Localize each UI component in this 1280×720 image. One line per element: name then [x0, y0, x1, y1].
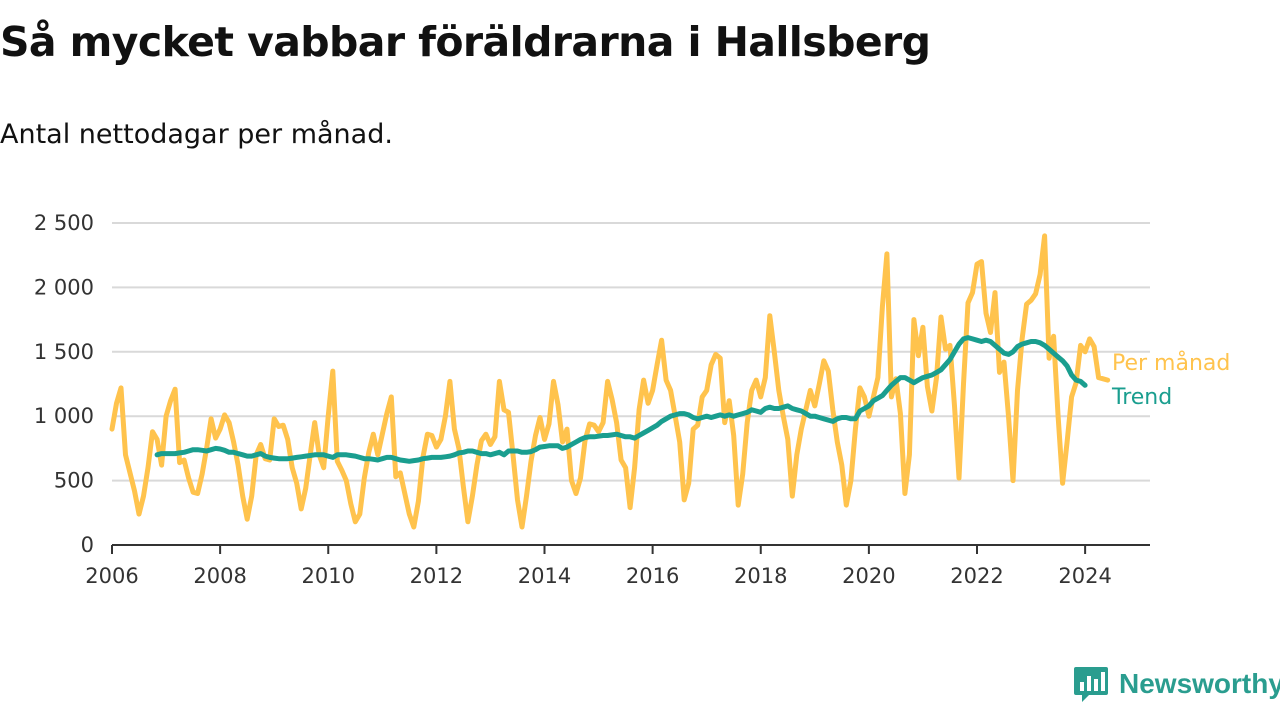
series-lines	[109, 233, 1111, 530]
y-tick-label: 1 000	[34, 404, 94, 428]
chart-subtitle: Antal nettodagar per månad.	[0, 119, 393, 150]
x-tick-label: 2018	[734, 564, 787, 588]
x-tick-label: 2020	[842, 564, 895, 588]
x-tick-label: 2024	[1058, 564, 1111, 588]
y-tick-label: 500	[54, 469, 94, 493]
y-tick-label: 1 500	[34, 340, 94, 364]
gridlines	[112, 222, 1150, 482]
y-tick-label: 2 000	[34, 275, 94, 299]
x-tick-label: 2012	[410, 564, 463, 588]
brand-name: Newsworthy	[1119, 668, 1280, 699]
x-tick-label: 2006	[85, 564, 138, 588]
series-line-per-manad	[109, 233, 1111, 530]
x-tick-label: 2010	[302, 564, 355, 588]
x-tick-label: 2014	[518, 564, 571, 588]
y-tick-label: 2 500	[34, 211, 94, 235]
y-tick-label: 0	[81, 533, 94, 557]
series-label: Per månad	[1112, 350, 1230, 376]
x-axis: 2006 2008 2010 2012 2014 2016 2018 2020 2022 2024	[85, 544, 1150, 588]
chart-title: Så mycket vabbar föräldrarna i Hallsberg	[0, 18, 931, 66]
x-tick-label: 2008	[193, 564, 246, 588]
bar-chart-logo-icon	[1074, 667, 1108, 702]
series-labels: Per månad Trend	[1111, 350, 1230, 410]
y-axis-ticks: 0 500 1 000 1 500 2 000 2 500	[34, 211, 94, 557]
series-line-trend	[154, 335, 1088, 464]
x-tick-label: 2022	[950, 564, 1003, 588]
x-tick-label: 2016	[626, 564, 679, 588]
newsworthy-logo[interactable]: Newsworthy	[1073, 664, 1280, 704]
series-label: Trend	[1111, 385, 1172, 410]
